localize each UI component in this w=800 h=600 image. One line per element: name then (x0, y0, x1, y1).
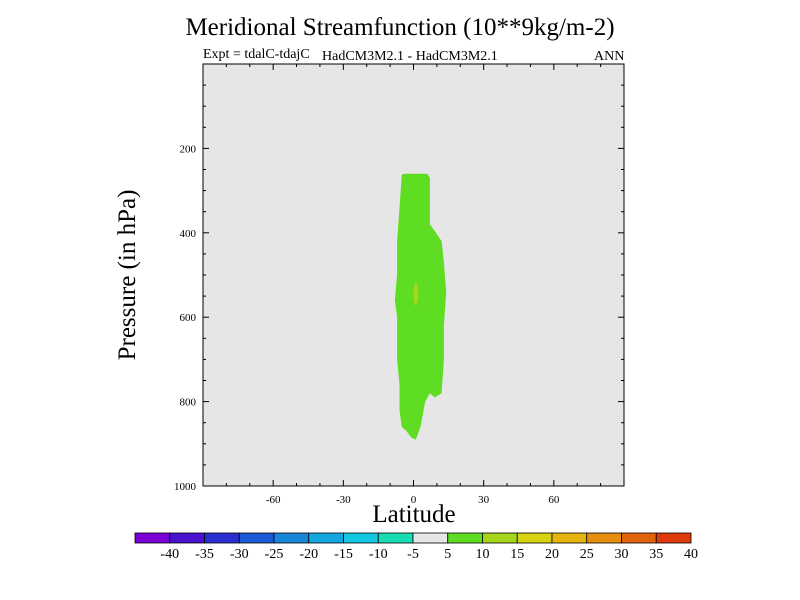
colorbar-box (377, 532, 414, 544)
colorbar-box (482, 532, 518, 544)
season-label: ANN (594, 49, 625, 64)
colorbar-label: -10 (369, 547, 388, 562)
colorbar-label: -25 (265, 547, 284, 562)
colorbar-box (134, 532, 171, 544)
contour-region-1 (394, 173, 447, 440)
colorbar-box (343, 532, 379, 544)
colorbar-box (412, 532, 449, 544)
colorbar-box (516, 532, 553, 544)
y-tick-label: 1000 (174, 481, 197, 493)
y-tick-label: 800 (180, 397, 197, 409)
experiment-label: Expt = tdalC-tdajC (203, 47, 310, 62)
axis-ticks: 200 400 600 800 1000 -60 -30 0 30 60 (174, 64, 624, 506)
colorbar-label: 5 (444, 547, 451, 562)
colorbar-label: 35 (649, 547, 663, 562)
x-tick-label: -60 (266, 494, 281, 506)
chart-title: Meridional Streamfunction (10**9kg/m-2) (185, 14, 615, 41)
x-tick-label: 0 (411, 494, 417, 506)
colorbar-label: -15 (334, 547, 353, 562)
colorbar-label: -5 (407, 547, 419, 562)
y-tick-label: 600 (180, 312, 197, 324)
y-tick-label: 400 (180, 228, 197, 240)
colorbar-box (447, 532, 483, 544)
colorbar-box (308, 532, 344, 544)
colorbar: -40 -35 -30 -25 -20 -15 -10 -5 5 10 15 20 25 30 35 40 (134, 532, 698, 562)
colorbar-box (621, 532, 657, 544)
x-axis-label: Latitude (372, 501, 456, 528)
colorbar-label: -40 (160, 547, 179, 562)
contour-regions (394, 173, 447, 440)
colorbar-label: -20 (299, 547, 318, 562)
x-tick-label: 30 (478, 494, 490, 506)
colorbar-label: 10 (476, 547, 490, 562)
colorbar-label: -35 (195, 547, 214, 562)
x-tick-label: 60 (548, 494, 560, 506)
colorbar-box (169, 532, 205, 544)
colorbar-box (655, 532, 692, 544)
colorbar-label: 30 (615, 547, 629, 562)
colorbar-label: 25 (580, 547, 594, 562)
colorbar-box (586, 532, 622, 544)
colorbar-box (273, 532, 310, 544)
x-tick-label: -30 (336, 494, 351, 506)
y-tick-label: 200 (180, 143, 197, 155)
colorbar-label: 15 (510, 547, 524, 562)
colorbar-box (551, 532, 588, 544)
colorbar-box (238, 532, 275, 544)
colorbar-label: 40 (684, 547, 698, 562)
contour-region-2 (413, 281, 419, 307)
colorbar-label: -30 (230, 547, 249, 562)
colorbar-box (204, 532, 240, 544)
colorbar-label: 20 (545, 547, 559, 562)
model-comparison-label: HadCM3M2.1 - HadCM3M2.1 (322, 49, 498, 64)
